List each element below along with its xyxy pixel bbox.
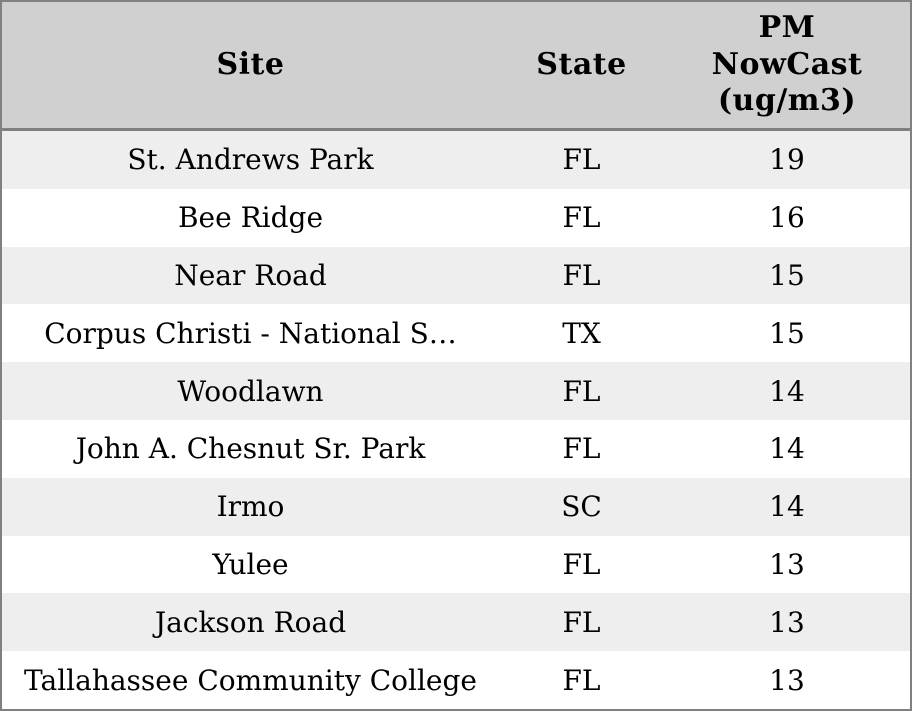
table-row: Tallahassee Community College FL 13 — [2, 651, 910, 709]
cell-state: FL — [562, 258, 601, 292]
column-header-site: Site — [216, 46, 285, 82]
cell-site: John A. Chesnut Sr. Park — [75, 432, 426, 466]
cell-state: FL — [562, 605, 601, 639]
table-row: Irmo SC 14 — [2, 477, 910, 536]
cell-pm: 16 — [769, 201, 805, 235]
table-row: Near Road FL 15 — [2, 246, 910, 305]
cell-site: Corpus Christi - National S… — [44, 316, 457, 350]
table-row: Corpus Christi - National S… TX 15 — [2, 304, 910, 363]
cell-pm: 15 — [769, 258, 805, 292]
cell-site: Woodlawn — [177, 374, 324, 408]
cell-site: Yulee — [212, 547, 289, 581]
cell-pm: 19 — [769, 143, 805, 177]
cell-site: Irmo — [216, 490, 285, 524]
table-row: John A. Chesnut Sr. Park FL 14 — [2, 419, 910, 478]
cell-pm: 13 — [769, 605, 805, 639]
table-row: Jackson Road FL 13 — [2, 593, 910, 652]
cell-pm: 14 — [769, 432, 805, 466]
cell-state: TX — [562, 316, 601, 350]
cell-state: FL — [562, 663, 601, 697]
cell-pm: 14 — [769, 490, 805, 524]
cell-state: SC — [561, 490, 602, 524]
cell-state: FL — [562, 547, 601, 581]
cell-pm: 14 — [769, 374, 805, 408]
cell-pm: 13 — [769, 547, 805, 581]
table-row: Woodlawn FL 14 — [2, 362, 910, 420]
table-row: Yulee FL 13 — [2, 535, 910, 594]
cell-state: FL — [562, 374, 601, 408]
column-header-state: State — [536, 46, 627, 82]
cell-state: FL — [562, 143, 601, 177]
cell-site: St. Andrews Park — [127, 143, 374, 177]
cell-site: Near Road — [174, 258, 327, 292]
column-header-pm: PM NowCast (ug/m3) — [711, 10, 863, 119]
table-row: St. Andrews Park FL 19 — [2, 131, 910, 189]
cell-state: FL — [562, 432, 601, 466]
cell-site: Bee Ridge — [177, 201, 324, 235]
cell-state: FL — [562, 201, 601, 235]
cell-site: Jackson Road — [154, 605, 347, 639]
table-body: St. Andrews Park FL 19 Bee Ridge FL 16 Near Ro… — [2, 131, 910, 709]
cell-site: Tallahassee Community College — [24, 663, 477, 697]
table-row: Bee Ridge FL 16 — [2, 188, 910, 247]
cell-pm: 15 — [769, 316, 805, 350]
cell-pm: 13 — [769, 663, 805, 697]
table-header-row: Site State PM NowCast (ug/m3) — [2, 2, 910, 131]
